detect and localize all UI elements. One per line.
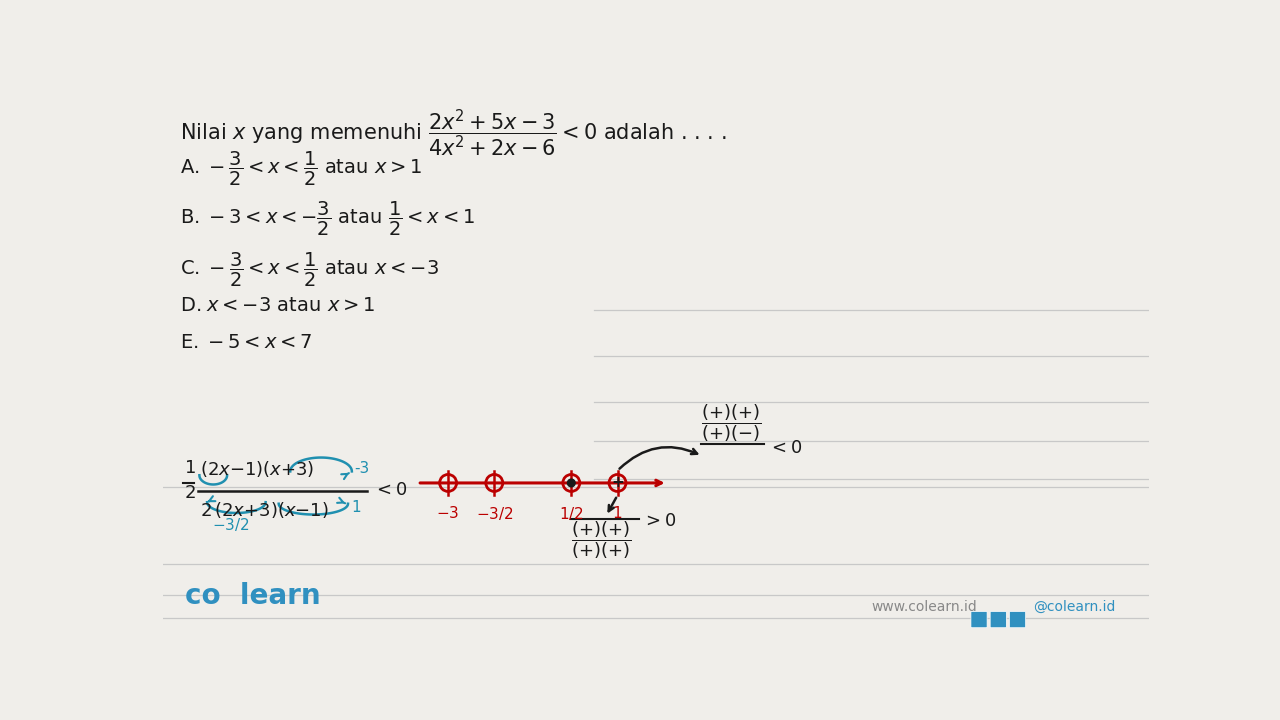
Text: $1$: $1$: [612, 505, 622, 521]
FancyBboxPatch shape: [991, 611, 1006, 628]
Text: $> 0$: $> 0$: [643, 513, 676, 531]
Text: E.$\;-5<x<7$: E.$\;-5<x<7$: [180, 333, 312, 352]
Text: $2\,(2x{+}3)( x{-}1)$: $2\,(2x{+}3)( x{-}1)$: [200, 500, 329, 520]
Text: $\dfrac{(+)(+)}{(+)(-)}$: $\dfrac{(+)(+)}{(+)(-)}$: [700, 402, 760, 444]
Text: D.$\;x<-3$ atau $x>1$: D.$\;x<-3$ atau $x>1$: [180, 296, 375, 315]
Text: 2: 2: [184, 485, 196, 503]
Text: 1: 1: [184, 459, 196, 477]
Text: $< 0$: $< 0$: [372, 481, 407, 499]
Text: $1/2$: $1/2$: [559, 505, 584, 521]
Text: +: +: [611, 475, 623, 490]
Text: Nilai $x$ yang memenuhi $\dfrac{2x^2+5x-3}{4x^2+2x-6} < 0$ adalah . . . .: Nilai $x$ yang memenuhi $\dfrac{2x^2+5x-…: [180, 108, 727, 159]
Text: 1: 1: [351, 500, 361, 515]
Text: $-3/2$: $-3/2$: [476, 505, 513, 521]
Text: $-3$: $-3$: [436, 505, 460, 521]
Text: $( 2x{-}1)( x{+}3)$: $( 2x{-}1)( x{+}3)$: [200, 459, 315, 479]
FancyBboxPatch shape: [1010, 611, 1025, 628]
Text: A.$\;-\dfrac{3}{2}<x<\dfrac{1}{2}$ atau $x>1$: A.$\;-\dfrac{3}{2}<x<\dfrac{1}{2}$ atau …: [180, 150, 422, 188]
Text: co  learn: co learn: [184, 582, 320, 610]
Text: B.$\;-3<x<-\dfrac{3}{2}$ atau $\dfrac{1}{2}<x<1$: B.$\;-3<x<-\dfrac{3}{2}$ atau $\dfrac{1}…: [180, 200, 475, 238]
FancyBboxPatch shape: [972, 611, 987, 628]
Text: @colearn.id: @colearn.id: [1033, 600, 1116, 614]
Text: www.colearn.id: www.colearn.id: [872, 600, 978, 614]
Text: C.$\;-\dfrac{3}{2}<x<\dfrac{1}{2}$ atau $x<-3$: C.$\;-\dfrac{3}{2}<x<\dfrac{1}{2}$ atau …: [180, 251, 439, 289]
Text: $\dfrac{(+)(+)}{(+)(+)}$: $\dfrac{(+)(+)}{(+)(+)}$: [571, 519, 631, 561]
Text: $-3/2$: $-3/2$: [212, 516, 250, 533]
Circle shape: [567, 479, 575, 487]
Text: -3: -3: [355, 461, 370, 476]
Text: $< 0$: $< 0$: [768, 439, 801, 457]
